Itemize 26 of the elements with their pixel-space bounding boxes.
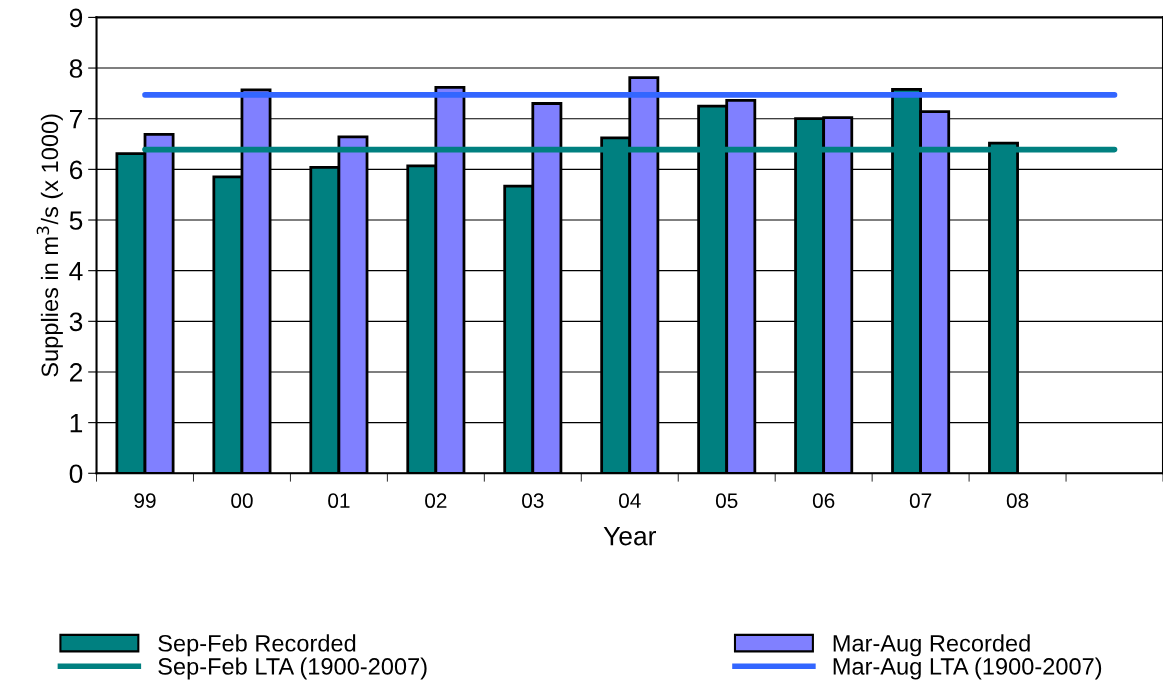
y-tick-label: 7 [70,110,83,129]
x-tick-label: 03 [522,493,544,509]
x-tick-label: 01 [328,493,350,509]
y-tick-label: 1 [70,414,83,433]
x-tick-label: 99 [134,493,156,509]
x-tick-label: 07 [909,493,932,509]
y-axis-title: Supplies in m$^{3}$/s (x 1000) [36,114,63,377]
legend-label: Sep-Feb LTA (1900-2007) [158,657,427,680]
y-tick-label: 6 [70,160,83,180]
y-tick-label: 0 [69,464,83,484]
y-tick-label: 4 [69,262,83,281]
y-tick-label: 2 [69,363,83,382]
legend-label: Mar-Aug LTA (1900-2007) [833,657,1102,680]
y-tick-label: 5 [69,211,83,230]
x-tick-label: 00 [231,493,253,509]
x-tick-label: 08 [1006,493,1029,509]
x-tick-label: 04 [618,493,641,509]
y-tick-label: 3 [69,312,83,332]
x-tick-label: 05 [715,493,738,509]
x-tick-label: 02 [425,493,447,509]
legend-label: Mar-Aug Recorded [833,634,1030,657]
y-tick-label: 9 [69,8,83,28]
x-axis-title: Year [603,527,656,546]
x-tick-label: 06 [812,493,835,509]
y-tick-label: 8 [69,59,83,78]
legend-label: Sep-Feb Recorded [158,634,356,657]
